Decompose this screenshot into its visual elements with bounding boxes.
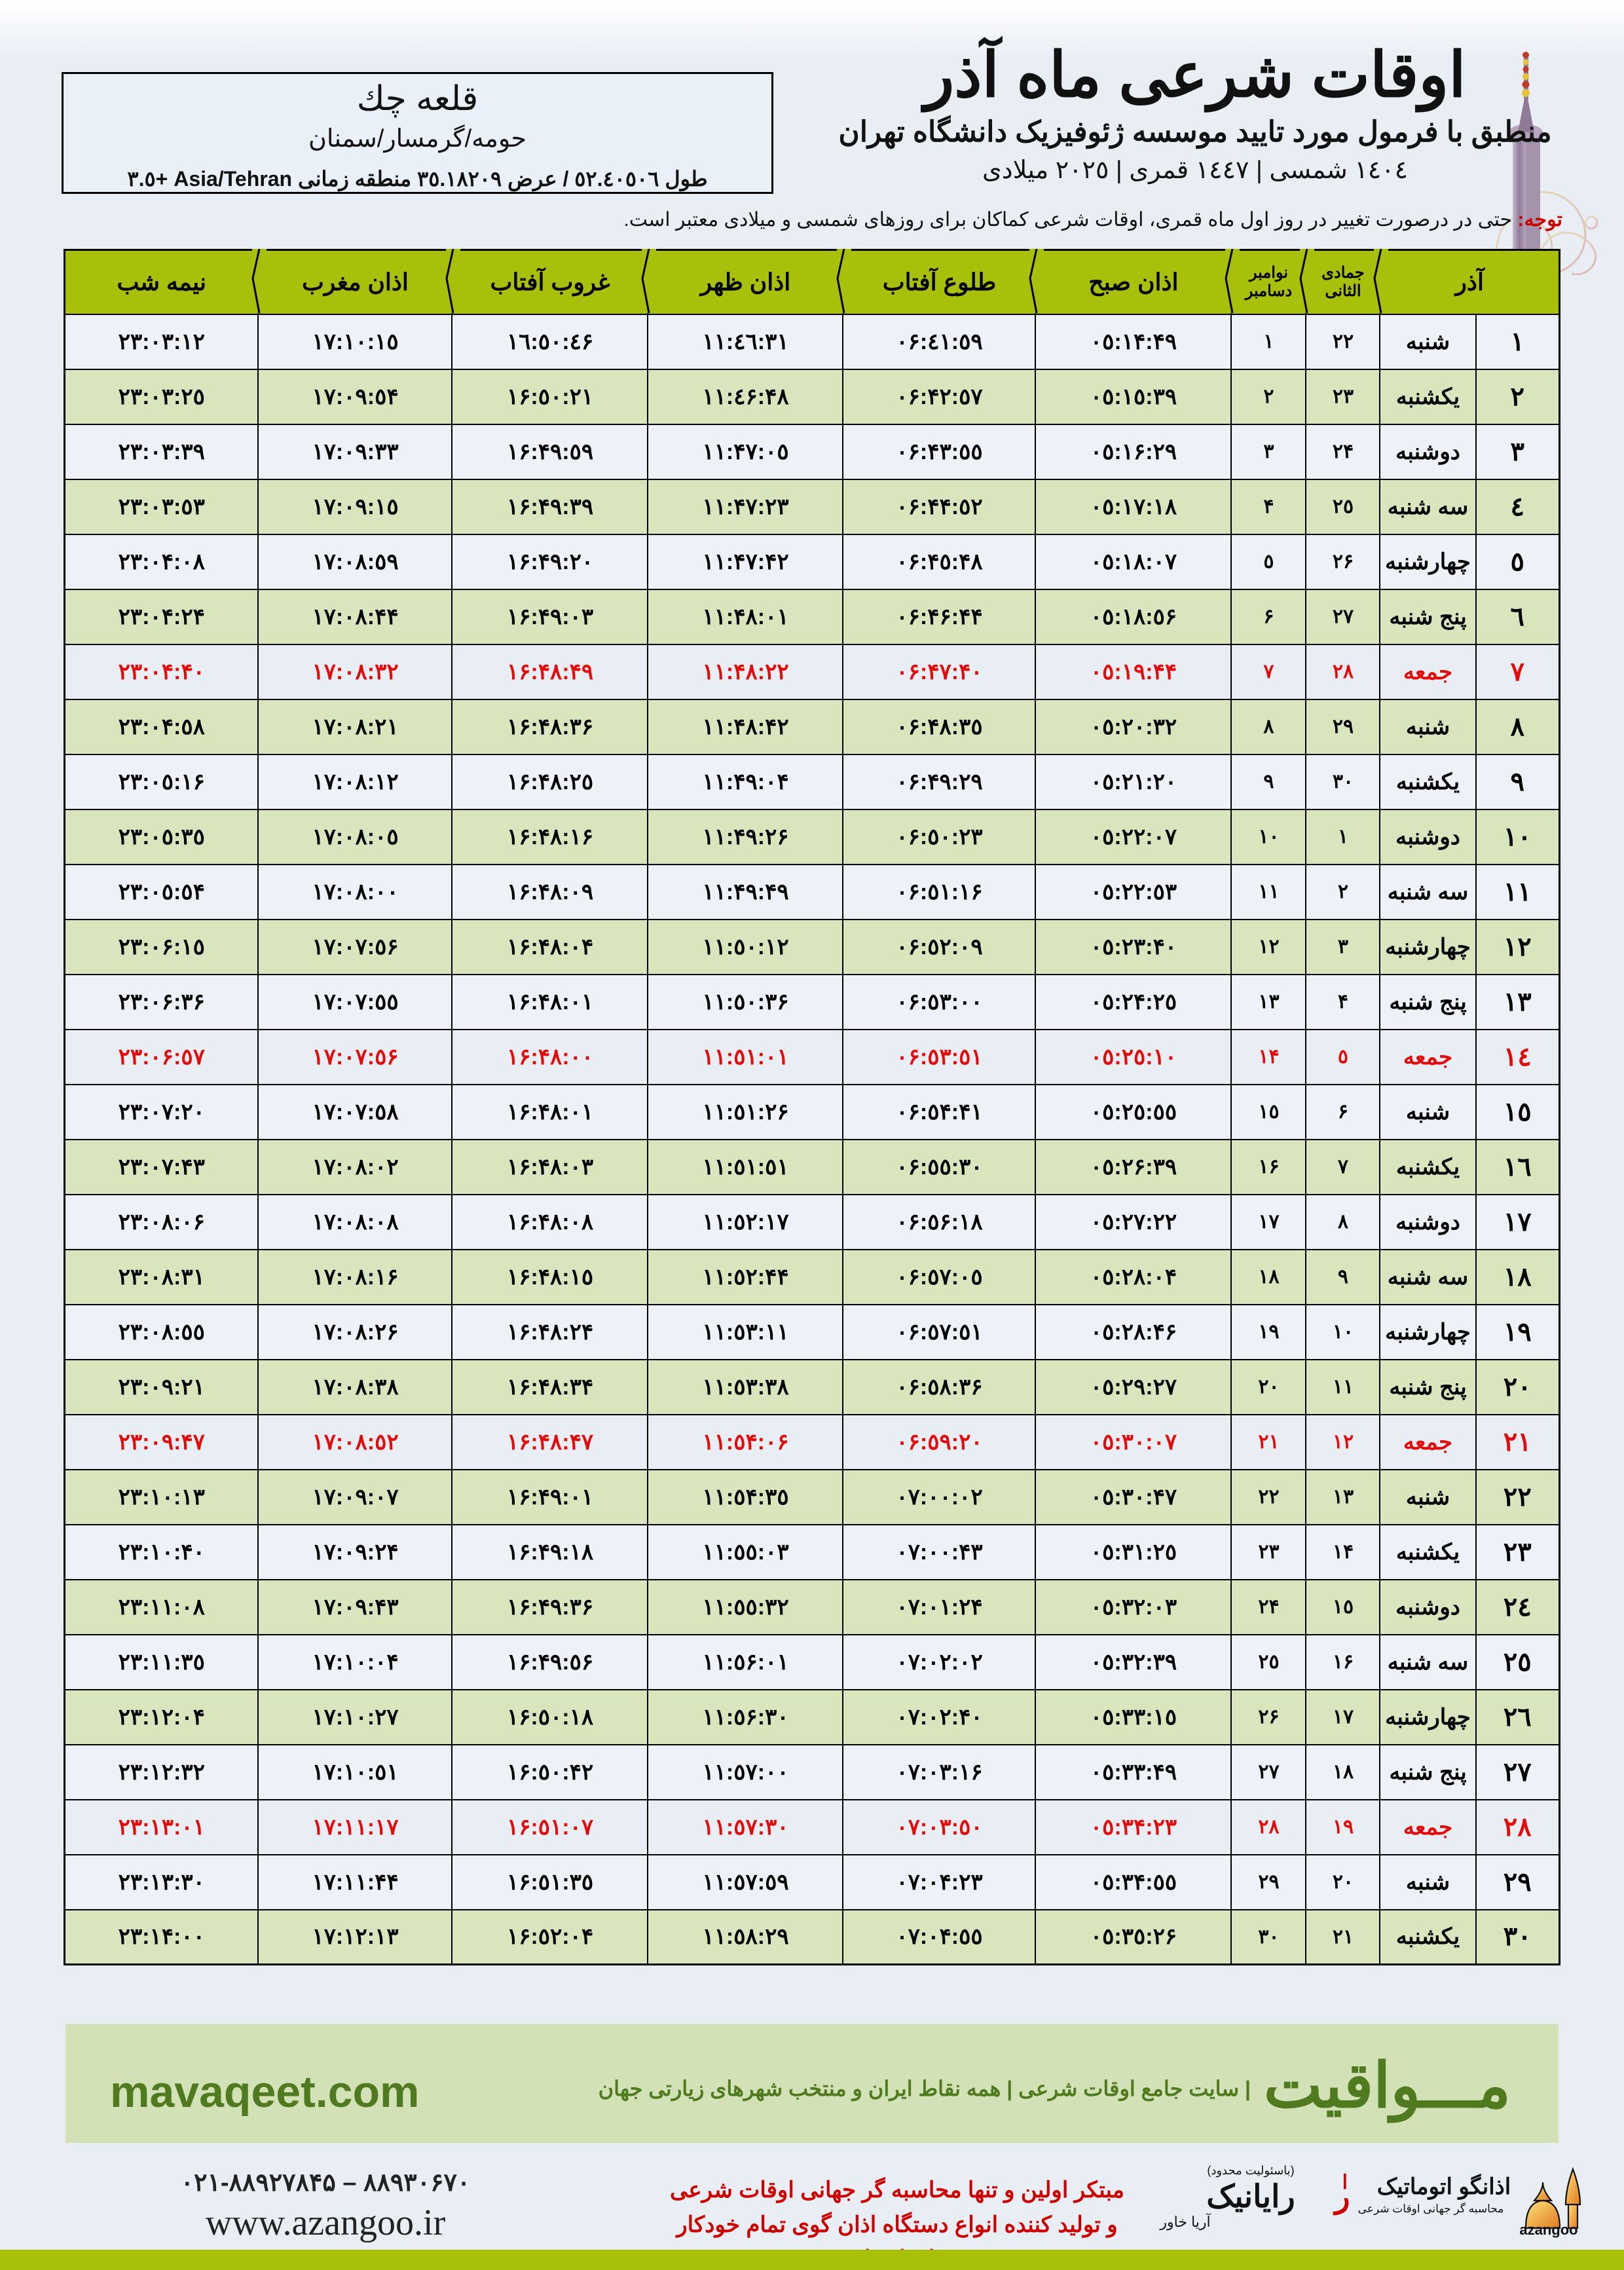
svg-text:(باسئولیت محدود): (باسئولیت محدود)	[1207, 2164, 1294, 2178]
svg-text:اذانگو اتوماتیک: اذانگو اتوماتیک	[1377, 2173, 1511, 2200]
svg-text:آریا خاور: آریا خاور	[1159, 2213, 1211, 2231]
svg-text:azangoo: azangoo	[1519, 2222, 1578, 2238]
svg-text:رایانیک: رایانیک	[1206, 2180, 1295, 2216]
svg-text:محاسبه گر جهانی اوقات شرعی: محاسبه گر جهانی اوقات شرعی	[1358, 2202, 1504, 2216]
svg-text:ا: ا	[1342, 2172, 1348, 2193]
